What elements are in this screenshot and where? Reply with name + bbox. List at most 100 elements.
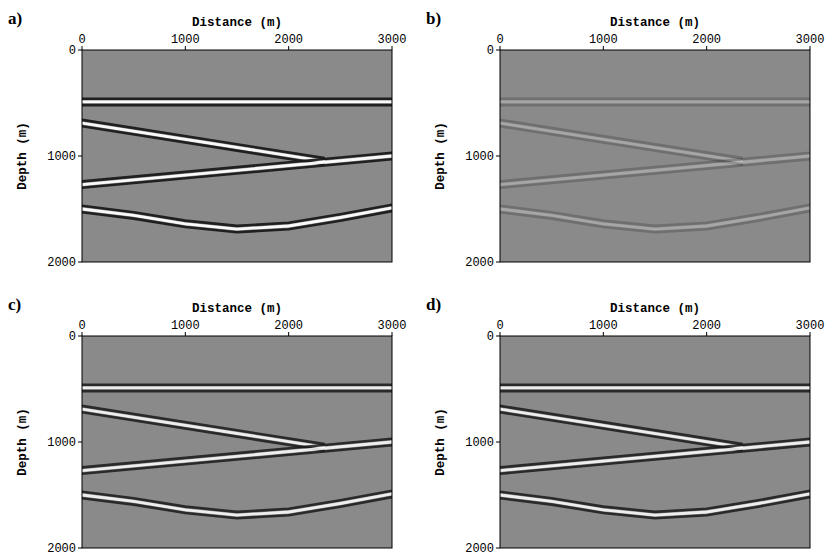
reflector	[500, 153, 810, 182]
y-axis-title: Depth (m)	[16, 408, 30, 476]
events	[82, 385, 392, 519]
y-tick-label: 0	[69, 330, 76, 344]
y-tick	[496, 336, 500, 337]
y-tick-label: 2000	[47, 256, 76, 270]
reflector	[82, 390, 392, 393]
reflector	[500, 97, 810, 100]
y-tick	[78, 336, 82, 337]
panel: 0100020003000Distance (m)010002000Depth …	[8, 9, 406, 270]
panel: 0 1000 2000 3000 Distance (m) 0 1000 2000 Depth …	[426, 295, 824, 556]
x-tick-label: 2000	[692, 319, 721, 333]
reflector	[500, 211, 810, 232]
y-tick-label: 1000	[465, 436, 494, 450]
x-tick-label: 0	[496, 33, 503, 47]
panel: 0 1000 2000 3000 Distance (m) 0 1000 2000 Depth …	[426, 9, 824, 270]
x-tick-label: 3000	[378, 319, 407, 333]
panel: 0100020003000Distance (m)010002000Depth …	[8, 295, 406, 556]
reflector	[82, 97, 392, 100]
reflector	[82, 123, 325, 161]
y-tick	[78, 50, 82, 51]
reflector	[82, 412, 325, 450]
reflector	[82, 409, 325, 447]
y-tick	[78, 262, 82, 263]
reflector	[82, 406, 325, 444]
reflector	[82, 120, 325, 158]
image-background	[500, 336, 810, 548]
y-axis-title: Depth (m)	[16, 122, 30, 190]
reflector	[500, 390, 810, 393]
panel-letter: c)	[8, 295, 21, 314]
x-tick-label: 3000	[796, 319, 825, 333]
y-tick	[78, 156, 82, 157]
y-tick	[496, 50, 500, 51]
y-axis-title: Depth (m)	[434, 122, 448, 190]
y-tick-label: 0	[487, 44, 494, 58]
y-tick-label: 2000	[465, 542, 494, 556]
reflector	[82, 126, 325, 164]
y-tick-label: 0	[487, 330, 494, 344]
y-tick	[496, 442, 500, 443]
y-tick-label: 1000	[47, 150, 76, 164]
x-axis-title: Distance (m)	[610, 302, 700, 316]
reflector	[500, 101, 810, 104]
x-tick-label: 0	[78, 33, 85, 47]
reflector	[500, 412, 743, 450]
reflector	[500, 383, 810, 386]
y-tick-label: 1000	[465, 150, 494, 164]
x-tick-label: 1000	[171, 319, 200, 333]
y-tick	[78, 442, 82, 443]
reflector	[82, 159, 392, 188]
y-tick	[496, 262, 500, 263]
y-axis-title: Depth (m)	[434, 408, 448, 476]
x-axis-title: Distance (m)	[610, 16, 700, 30]
x-tick-label: 2000	[274, 319, 303, 333]
x-tick-label: 3000	[796, 33, 825, 47]
reflector	[82, 497, 392, 518]
panel-letter: d)	[426, 295, 441, 314]
panel-letter: b)	[426, 9, 441, 28]
x-tick-label: 2000	[692, 33, 721, 47]
x-tick-label: 1000	[589, 33, 618, 47]
x-axis-title: Distance (m)	[192, 302, 282, 316]
x-tick-label: 0	[78, 319, 85, 333]
reflector	[500, 159, 810, 188]
x-tick-label: 0	[496, 319, 503, 333]
reflector	[500, 386, 810, 389]
reflector	[500, 120, 743, 158]
y-tick	[78, 548, 82, 549]
reflector	[82, 445, 392, 474]
x-tick-label: 3000	[378, 33, 407, 47]
image-background	[82, 50, 392, 262]
panel-letter: a)	[8, 9, 22, 28]
x-axis-title: Distance (m)	[192, 16, 282, 30]
x-tick-label: 1000	[171, 33, 200, 47]
reflector	[82, 386, 392, 389]
reflector	[82, 442, 392, 471]
frame	[500, 336, 810, 548]
reflector	[500, 123, 743, 161]
reflector	[82, 101, 392, 104]
reflector	[500, 442, 810, 471]
reflector	[82, 211, 392, 232]
reflector	[500, 497, 810, 518]
x-tick-label: 1000	[589, 319, 618, 333]
reflector	[500, 439, 810, 468]
events	[500, 385, 810, 519]
figure: 0 1000 2000 3000 Distance (m) 0 1000 2000 Depth …	[0, 0, 835, 559]
y-tick-label: 1000	[47, 436, 76, 450]
reflector	[82, 439, 392, 468]
y-tick-label: 0	[69, 44, 76, 58]
frame	[82, 50, 392, 262]
image-background	[500, 50, 810, 262]
y-tick-label: 2000	[465, 256, 494, 270]
reflector	[82, 104, 392, 107]
frame	[500, 50, 810, 262]
reflector	[500, 104, 810, 107]
y-tick	[496, 156, 500, 157]
reflector	[82, 153, 392, 182]
frame	[82, 336, 392, 548]
image-background	[82, 336, 392, 548]
events	[82, 99, 392, 233]
reflector	[500, 156, 810, 185]
events	[500, 99, 810, 233]
